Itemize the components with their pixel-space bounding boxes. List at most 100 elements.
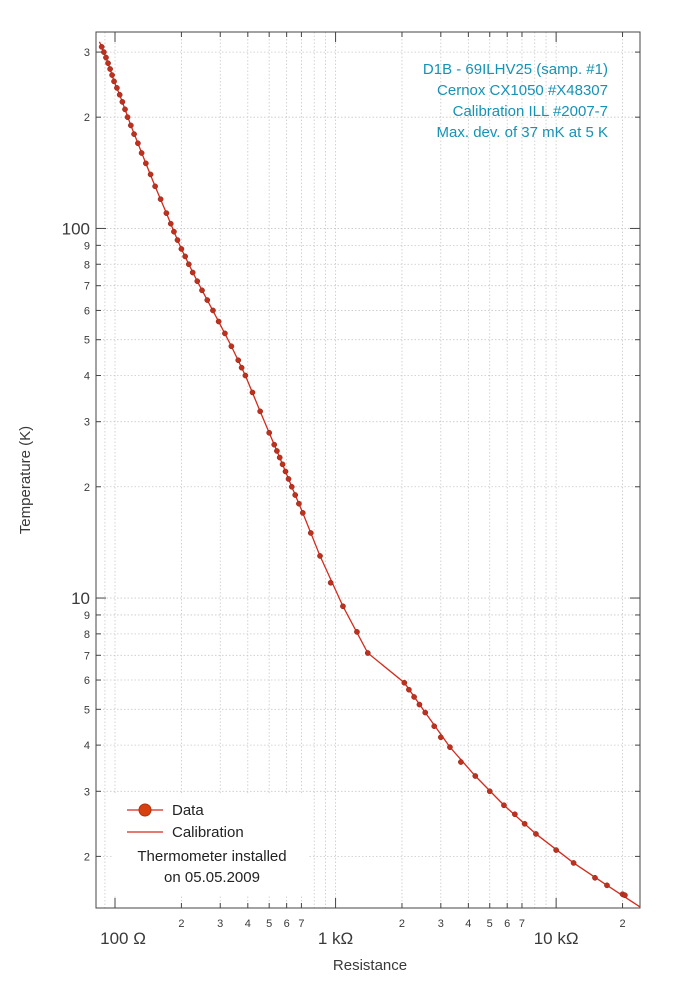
data-point <box>437 734 444 741</box>
series-data <box>98 43 628 899</box>
y-tick-label: 4 <box>84 740 90 752</box>
data-point <box>178 246 185 252</box>
legend-note: Thermometer installed <box>137 848 286 865</box>
data-point <box>105 60 111 67</box>
x-tick-label: 4 <box>465 918 471 930</box>
data-point <box>101 49 107 55</box>
data-point <box>174 237 181 243</box>
data-point <box>210 307 216 314</box>
data-point <box>242 372 249 379</box>
y-tick-label: 7 <box>84 650 90 662</box>
data-point <box>533 831 539 837</box>
x-axis-label: Resistance <box>333 957 407 974</box>
legend: Data Calibration Thermometer installed o… <box>112 795 308 895</box>
annotation-line: D1B - 69ILHV25 (samp. #1) <box>423 61 608 78</box>
x-tick-label: 3 <box>217 918 223 930</box>
y-tick-label: 7 <box>84 281 90 293</box>
data-point <box>114 85 120 91</box>
data-point <box>171 228 177 235</box>
data-point <box>222 330 228 337</box>
x-tick-label: 6 <box>284 918 290 930</box>
data-point <box>257 408 263 415</box>
x-tick-label: 7 <box>519 918 525 930</box>
grid-lines <box>96 32 640 908</box>
data-point <box>138 150 145 156</box>
data-point <box>406 686 412 693</box>
data-point <box>109 72 115 78</box>
data-point <box>147 171 154 178</box>
data-point <box>107 66 113 72</box>
data-point <box>401 679 408 686</box>
data-point <box>354 629 360 635</box>
data-point <box>116 91 123 98</box>
y-tick-label: 2 <box>84 482 90 494</box>
data-point <box>285 476 292 482</box>
data-point <box>194 278 201 285</box>
x-tick-label: 2 <box>399 918 405 930</box>
plot-frame <box>95 31 641 909</box>
y-tick-label: 2 <box>84 851 90 863</box>
data-point <box>157 196 164 203</box>
x-tick-label: 6 <box>504 918 510 930</box>
data-point <box>119 99 126 105</box>
y-tick-label: 5 <box>84 335 90 347</box>
data-point <box>299 510 306 516</box>
legend-note: on 05.05.2009 <box>164 869 260 886</box>
data-point <box>143 160 149 167</box>
data-point <box>327 579 334 586</box>
data-point <box>185 261 192 268</box>
y-tick-label: 9 <box>84 240 90 252</box>
data-point <box>307 530 314 536</box>
data-point <box>204 297 211 303</box>
data-point <box>292 492 299 498</box>
x-tick-label: 5 <box>266 918 272 930</box>
y-tick-label: 9 <box>84 610 90 622</box>
y-tick-label: 100 <box>62 219 90 238</box>
data-point <box>570 860 577 866</box>
data-point <box>135 140 141 147</box>
x-tick-label: 5 <box>487 918 493 930</box>
x-tick-label: 2 <box>178 918 184 930</box>
x-tick-label: 3 <box>438 918 444 930</box>
data-point <box>340 603 346 610</box>
annotation-box: D1B - 69ILHV25 (samp. #1) Cernox CX1050 … <box>423 61 608 141</box>
data-point <box>416 701 423 708</box>
y-tick-label: 2 <box>84 112 90 124</box>
x-tick-label: 1 kΩ <box>318 929 353 948</box>
x-tick-label: 4 <box>245 918 251 930</box>
y-axis-label: Temperature (K) <box>17 426 34 534</box>
y-tick-label: 8 <box>84 629 90 641</box>
data-point <box>128 122 134 129</box>
data-point <box>447 744 453 750</box>
data-point <box>215 318 222 325</box>
y-tick-label: 3 <box>84 786 90 798</box>
data-point <box>111 78 117 85</box>
data-point <box>124 114 131 121</box>
x-tick-label: 10 kΩ <box>534 929 579 948</box>
data-point <box>276 454 283 461</box>
data-point <box>512 811 518 818</box>
legend-data-marker <box>138 803 152 817</box>
data-point <box>296 500 302 507</box>
y-tick-label: 4 <box>84 371 90 383</box>
data-point <box>592 874 598 881</box>
data-point <box>274 448 280 454</box>
data-point <box>282 468 289 475</box>
data-point <box>501 802 507 809</box>
data-point <box>122 106 128 113</box>
data-point <box>553 847 559 853</box>
data-point <box>279 461 286 468</box>
legend-label-data: Data <box>172 802 204 819</box>
data-point <box>486 788 493 795</box>
data-point <box>288 483 295 490</box>
data-point <box>317 553 323 559</box>
annotation-line: Cernox CX1050 #X48307 <box>437 82 608 99</box>
y-tick-label: 10 <box>71 589 90 608</box>
x-tick-label: 7 <box>298 918 304 930</box>
y-tick-label: 6 <box>84 675 90 687</box>
data-point <box>235 357 242 364</box>
data-point <box>103 54 109 61</box>
y-tick-label: 3 <box>84 47 90 59</box>
data-point <box>411 694 417 700</box>
